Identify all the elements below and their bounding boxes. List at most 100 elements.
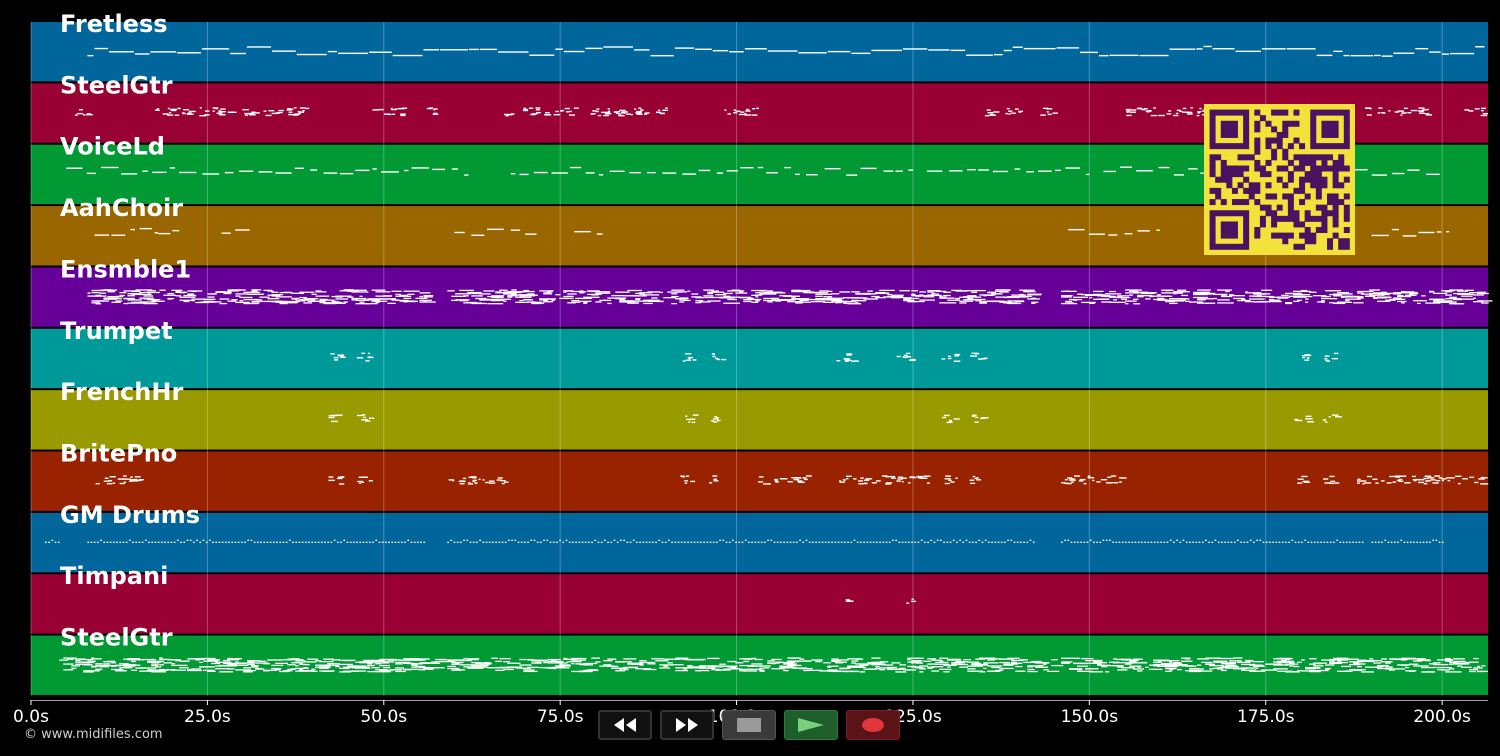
- note: [1065, 167, 1080, 169]
- note: [375, 662, 390, 664]
- note: [795, 302, 803, 304]
- note: [323, 666, 331, 668]
- note: [1052, 112, 1058, 114]
- note: [591, 541, 593, 544]
- note: [1069, 479, 1076, 481]
- note: [650, 54, 674, 57]
- note: [967, 661, 979, 663]
- stop-button[interactable]: [722, 710, 776, 740]
- note: [1253, 665, 1265, 667]
- note: [1339, 541, 1342, 544]
- note: [683, 668, 688, 670]
- note: [1369, 294, 1381, 296]
- tick-label: 25.0s: [184, 707, 231, 727]
- track-lane[interactable]: [31, 22, 1488, 82]
- note: [1169, 661, 1173, 663]
- note: [1019, 289, 1035, 291]
- note: [1477, 670, 1484, 673]
- note: [427, 668, 434, 670]
- qr-module: [1231, 232, 1238, 239]
- record-button[interactable]: [846, 710, 900, 740]
- note: [552, 541, 555, 544]
- note: [1307, 421, 1314, 423]
- note: [927, 170, 943, 172]
- note: [863, 293, 872, 295]
- note: [879, 661, 889, 663]
- note: [45, 541, 47, 544]
- note: [415, 658, 430, 660]
- note: [955, 290, 968, 292]
- record-icon: [862, 718, 884, 732]
- qr-module: [1231, 171, 1238, 178]
- note: [967, 295, 977, 297]
- note: [275, 294, 282, 296]
- note: [488, 541, 491, 544]
- note: [1185, 665, 1197, 667]
- note: [289, 539, 291, 542]
- note: [231, 289, 246, 291]
- play-button[interactable]: [784, 710, 838, 740]
- note: [783, 662, 793, 665]
- note: [1214, 539, 1217, 542]
- note: [447, 667, 460, 670]
- track-lane[interactable]: [31, 635, 1488, 695]
- note: [223, 292, 232, 295]
- note: [771, 297, 780, 300]
- note: [1109, 295, 1114, 298]
- note: [1201, 541, 1204, 544]
- note: [1404, 481, 1411, 484]
- note: [1141, 541, 1143, 544]
- rewind-button[interactable]: [598, 710, 652, 740]
- note: [1337, 670, 1353, 672]
- note: [522, 109, 529, 112]
- note: [795, 301, 812, 303]
- note: [1113, 658, 1118, 660]
- qr-module: [1343, 126, 1350, 133]
- note: [485, 481, 489, 484]
- note: [219, 671, 234, 673]
- qr-module: [1321, 109, 1328, 116]
- note: [571, 659, 586, 661]
- note: [129, 539, 131, 542]
- note: [595, 292, 611, 294]
- note: [303, 667, 308, 669]
- note: [1019, 295, 1032, 297]
- note: [392, 54, 423, 57]
- note: [467, 292, 483, 295]
- note: [1169, 302, 1178, 305]
- track-lane[interactable]: [31, 267, 1488, 327]
- note: [299, 668, 303, 671]
- note: [771, 662, 776, 665]
- note: [1441, 53, 1449, 55]
- note: [851, 660, 859, 662]
- note: [1120, 166, 1133, 168]
- track-lane[interactable]: [31, 390, 1488, 450]
- note: [361, 476, 369, 478]
- note: [113, 541, 115, 544]
- note: [1389, 475, 1396, 478]
- note: [193, 541, 195, 544]
- note: [695, 669, 710, 672]
- note: [752, 108, 756, 110]
- fast-forward-button[interactable]: [660, 710, 714, 740]
- note: [1400, 539, 1402, 542]
- note: [1249, 298, 1265, 300]
- note: [1102, 539, 1105, 542]
- note: [1077, 541, 1079, 544]
- note: [247, 661, 255, 663]
- note: [319, 301, 325, 303]
- note: [1035, 666, 1049, 668]
- note: [1157, 294, 1161, 296]
- qr-module: [1220, 143, 1227, 150]
- track-lane[interactable]: [31, 328, 1488, 389]
- qr-code[interactable]: [1204, 104, 1355, 255]
- note: [911, 598, 914, 600]
- note: [757, 541, 760, 544]
- note: [361, 481, 365, 484]
- qr-module: [1254, 148, 1261, 155]
- qr-module: [1248, 193, 1255, 200]
- note: [1147, 541, 1150, 544]
- track-lane[interactable]: [31, 574, 1488, 634]
- note: [1398, 478, 1403, 481]
- note: [355, 299, 370, 301]
